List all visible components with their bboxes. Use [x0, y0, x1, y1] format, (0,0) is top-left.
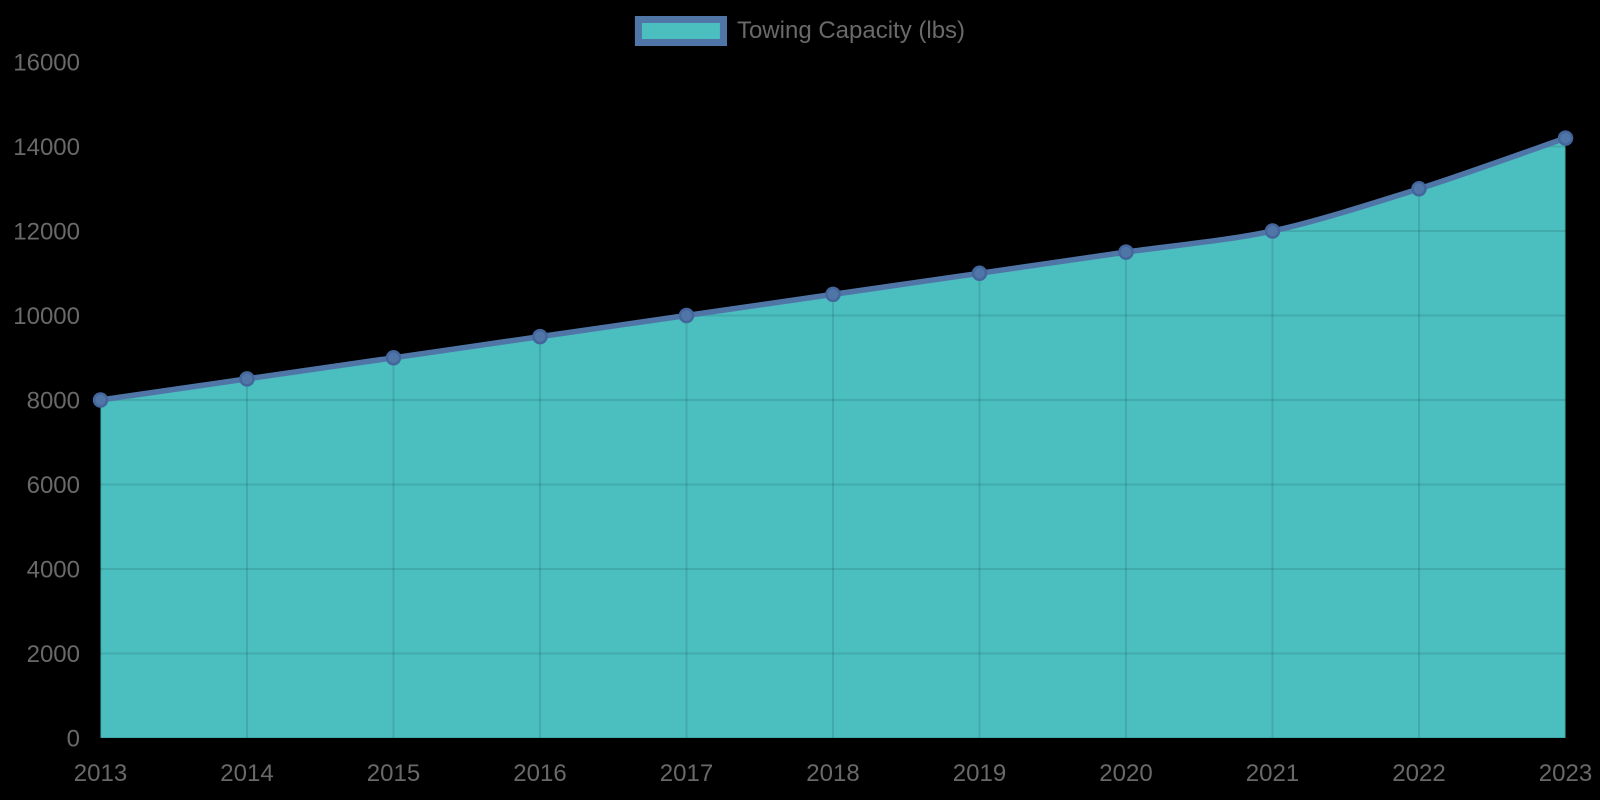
x-axis-tick-label: 2017: [660, 760, 713, 787]
legend: Towing Capacity (lbs): [634, 16, 966, 46]
x-axis-tick-label: 2013: [74, 760, 127, 787]
data-point-2016[interactable]: [532, 328, 548, 345]
y-axis-tick-label: 8000: [27, 387, 80, 414]
x-axis-tick-label: 2020: [1099, 760, 1152, 787]
x-axis-tick-label: 2021: [1246, 760, 1299, 787]
y-axis-tick-label: 6000: [27, 472, 80, 499]
data-point-2013[interactable]: [92, 392, 109, 408]
data-point-2017[interactable]: [678, 307, 695, 324]
data-point-2014[interactable]: [239, 371, 255, 387]
y-axis-tick-label: 14000: [13, 134, 80, 161]
x-axis-tick-label: 2014: [220, 760, 273, 787]
data-point-2023[interactable]: [1557, 130, 1574, 146]
x-axis-tick-label: 2022: [1392, 760, 1445, 787]
y-axis-tick-label: 4000: [27, 556, 80, 583]
x-axis-tick-label: 2023: [1539, 760, 1592, 787]
data-point-2020[interactable]: [1118, 244, 1134, 260]
x-axis-tick-label: 2016: [513, 760, 566, 787]
data-point-2022[interactable]: [1411, 181, 1427, 197]
y-axis-tick-label: 0: [67, 725, 80, 752]
data-point-2018[interactable]: [825, 286, 841, 303]
x-axis-tick-label: 2015: [367, 760, 420, 787]
legend-label: Towing Capacity (lbs): [736, 17, 966, 44]
x-axis-tick-label: 2018: [806, 760, 859, 787]
y-axis-tick-label: 2000: [27, 641, 80, 668]
y-axis-tick-label: 12000: [13, 218, 80, 245]
y-axis-tick-label: 16000: [13, 49, 80, 76]
data-point-2019[interactable]: [971, 265, 988, 282]
data-point-2015[interactable]: [385, 350, 402, 366]
legend-swatch-icon: [634, 16, 727, 46]
data-point-2021[interactable]: [1264, 223, 1281, 239]
y-axis-tick-label: 10000: [13, 303, 80, 330]
x-axis-tick-label: 2019: [953, 760, 1006, 787]
chart-area-fill: [100, 138, 1566, 739]
legend-item-towing-capacity[interactable]: Towing Capacity (lbs): [634, 16, 966, 46]
